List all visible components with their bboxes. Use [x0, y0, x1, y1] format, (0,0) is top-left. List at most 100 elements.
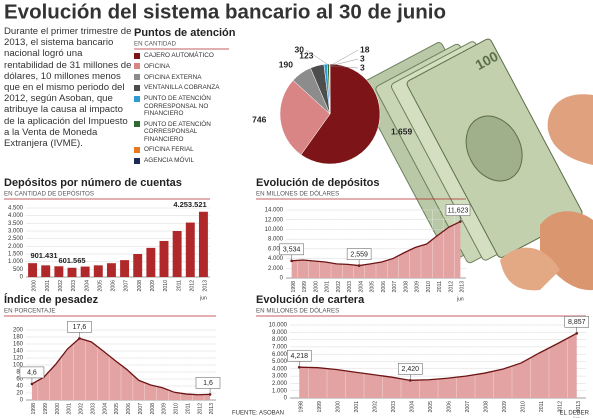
- x-tick-label: 2004: [84, 280, 90, 292]
- chart-subtitle: EN CANTIDAD DE DEPÓSITOS: [4, 191, 94, 198]
- y-tick-label: 3.000: [8, 229, 24, 235]
- legend-label: PUNTO DE ATENCIÓN CORRESPONSAL NO FINANC…: [144, 95, 211, 117]
- point: [78, 337, 81, 340]
- bar: [41, 265, 51, 277]
- value-label: 11,623: [448, 207, 469, 214]
- legend-swatch: [134, 52, 140, 59]
- x-tick-label: 2011: [539, 401, 545, 412]
- x-tick-label: 2012: [448, 281, 454, 293]
- x-tick-label: 2009: [415, 281, 421, 293]
- x-tick-label: 2001: [325, 281, 331, 293]
- legend-swatch: [134, 157, 140, 164]
- x-tick-label: 2013: [576, 401, 582, 413]
- y-tick-label: 1.000: [8, 259, 24, 265]
- x-tick-label: 1998: [298, 401, 304, 413]
- y-tick-label: 100: [13, 363, 24, 369]
- value-label-box: [564, 316, 589, 328]
- bar: [120, 260, 130, 277]
- bar: [198, 211, 208, 277]
- x-tick-label: 2004: [102, 403, 108, 415]
- x-tick-label: 2002: [79, 403, 85, 415]
- x-tick-label: 2005: [97, 280, 103, 292]
- x-note: jun: [199, 295, 207, 301]
- value-label: 901.431: [30, 251, 57, 260]
- point: [408, 379, 412, 382]
- chart-title: Índice de pesadez: [4, 293, 99, 306]
- slice-label: 3: [360, 53, 365, 63]
- legend-item: VENTANILLA COBRANZA: [134, 84, 234, 91]
- x-tick-label: 1999: [317, 401, 323, 413]
- y-tick-label: 500: [13, 267, 24, 273]
- y-tick-label: 40: [16, 384, 23, 390]
- x-tick-label: 2012: [197, 403, 203, 415]
- x-tick-label: 2012: [189, 280, 195, 292]
- x-tick-label: 1999: [302, 281, 308, 293]
- slice-leader: [305, 49, 331, 67]
- point: [575, 332, 579, 335]
- value-label-box: [279, 243, 304, 256]
- legend-swatch: [134, 74, 140, 81]
- slice-label: 18: [360, 44, 370, 54]
- legend-item: CAJERO AUTOMÁTICO: [134, 52, 234, 59]
- x-tick-label: 2000: [313, 281, 319, 293]
- y-tick-label: 2.000: [272, 381, 288, 387]
- y-tick-label: 0: [20, 398, 24, 404]
- chart-subtitle: EN MILLONES DE DÓLARES: [256, 191, 339, 198]
- x-tick-label: 2006: [126, 403, 132, 415]
- value-label: 601.565: [58, 256, 85, 265]
- slice-leader: [329, 65, 359, 69]
- legend-swatch: [134, 95, 140, 102]
- x-tick-label: 2006: [381, 281, 387, 293]
- bar: [28, 263, 38, 277]
- value-label: 3,534: [283, 247, 301, 254]
- value-label: 17,6: [73, 324, 87, 331]
- y-tick-label: 0: [20, 275, 24, 281]
- x-tick-label: 2003: [391, 401, 397, 413]
- x-tick-label: 2010: [163, 280, 169, 292]
- chart-title: Puntos de atención: [134, 27, 236, 39]
- legend-label: CAJERO AUTOMÁTICO: [144, 52, 214, 59]
- legend-item: AGENCIA MÓVIL: [134, 157, 234, 164]
- slice-label: 30: [295, 44, 305, 54]
- legend-item: OFICINA EXTERNA: [134, 74, 234, 81]
- x-tick-label: 2012: [557, 401, 563, 413]
- x-tick-label: 2010: [426, 281, 432, 293]
- x-note: jun: [572, 416, 580, 418]
- pie-slice: [300, 63, 381, 165]
- legend-label: AGENCIA MÓVIL: [144, 157, 195, 165]
- y-tick-label: 6.000: [272, 352, 288, 358]
- slice-leader: [329, 58, 359, 67]
- y-tick-label: 180: [13, 335, 24, 341]
- line: [31, 337, 211, 396]
- value-label: 8,857: [568, 319, 586, 326]
- x-tick-label: 2013: [203, 280, 209, 292]
- y-tick-label: 4.500: [8, 206, 24, 212]
- x-tick-label: 2000: [32, 280, 38, 292]
- point: [30, 382, 34, 386]
- y-tick-label: 4.000: [268, 256, 284, 262]
- slice-label: 746: [252, 115, 266, 125]
- slice-label: 1.659: [391, 127, 413, 137]
- value-label-box: [346, 248, 372, 260]
- intro-text: Durante el primer trimestre de 2013, el …: [4, 26, 132, 150]
- point: [290, 259, 293, 263]
- x-tick-label: 2004: [409, 401, 415, 413]
- legend-label: OFICINA FERIAL: [144, 146, 194, 154]
- x-tick-label: 2011: [176, 280, 182, 291]
- bar: [146, 247, 156, 277]
- y-tick-label: 0: [284, 396, 288, 402]
- y-tick-label: 6.000: [268, 246, 284, 252]
- value-label-box: [67, 321, 92, 333]
- value-label: 1,6: [203, 380, 213, 387]
- y-tick-label: 9.000: [272, 330, 288, 336]
- legend-label: OFICINA: [144, 62, 170, 70]
- bar: [80, 266, 90, 277]
- bar: [93, 265, 103, 277]
- bar: [106, 263, 116, 277]
- line: [291, 220, 461, 267]
- value-label: 2,420: [401, 366, 419, 373]
- x-note: jun: [456, 296, 464, 302]
- y-tick-label: 60: [16, 377, 23, 383]
- y-tick-label: 5.000: [272, 359, 288, 365]
- legend-label: PUNTO DE ATENCIÓN CORRESPONSAL FINANCIER…: [144, 120, 211, 143]
